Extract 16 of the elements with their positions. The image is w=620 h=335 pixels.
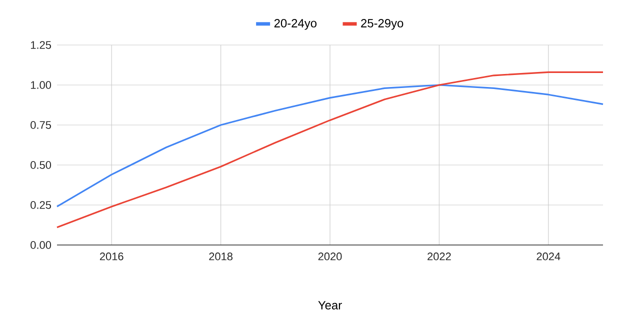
y-tick-label: 0.00 xyxy=(30,241,52,249)
x-axis-title: Year xyxy=(318,301,342,310)
line-series xyxy=(56,84,604,208)
y-tick-label: 0.50 xyxy=(30,161,52,169)
line-series xyxy=(56,71,604,228)
y-tick-label: 1.25 xyxy=(30,41,52,49)
y-tick-label: 0.25 xyxy=(30,201,52,209)
legend-label: 20-24yo xyxy=(274,18,316,30)
x-tick-label: 2020 xyxy=(318,252,342,260)
x-tick-label: 2018 xyxy=(209,252,232,260)
x-tick-label: 2024 xyxy=(536,252,560,260)
legend-label: 25-29yo xyxy=(361,18,404,30)
y-tick-label: 1.00 xyxy=(30,81,52,89)
x-tick-label: 2022 xyxy=(428,252,451,260)
y-tick-label: 0.75 xyxy=(30,121,52,129)
x-tick-label: 2016 xyxy=(100,252,124,260)
